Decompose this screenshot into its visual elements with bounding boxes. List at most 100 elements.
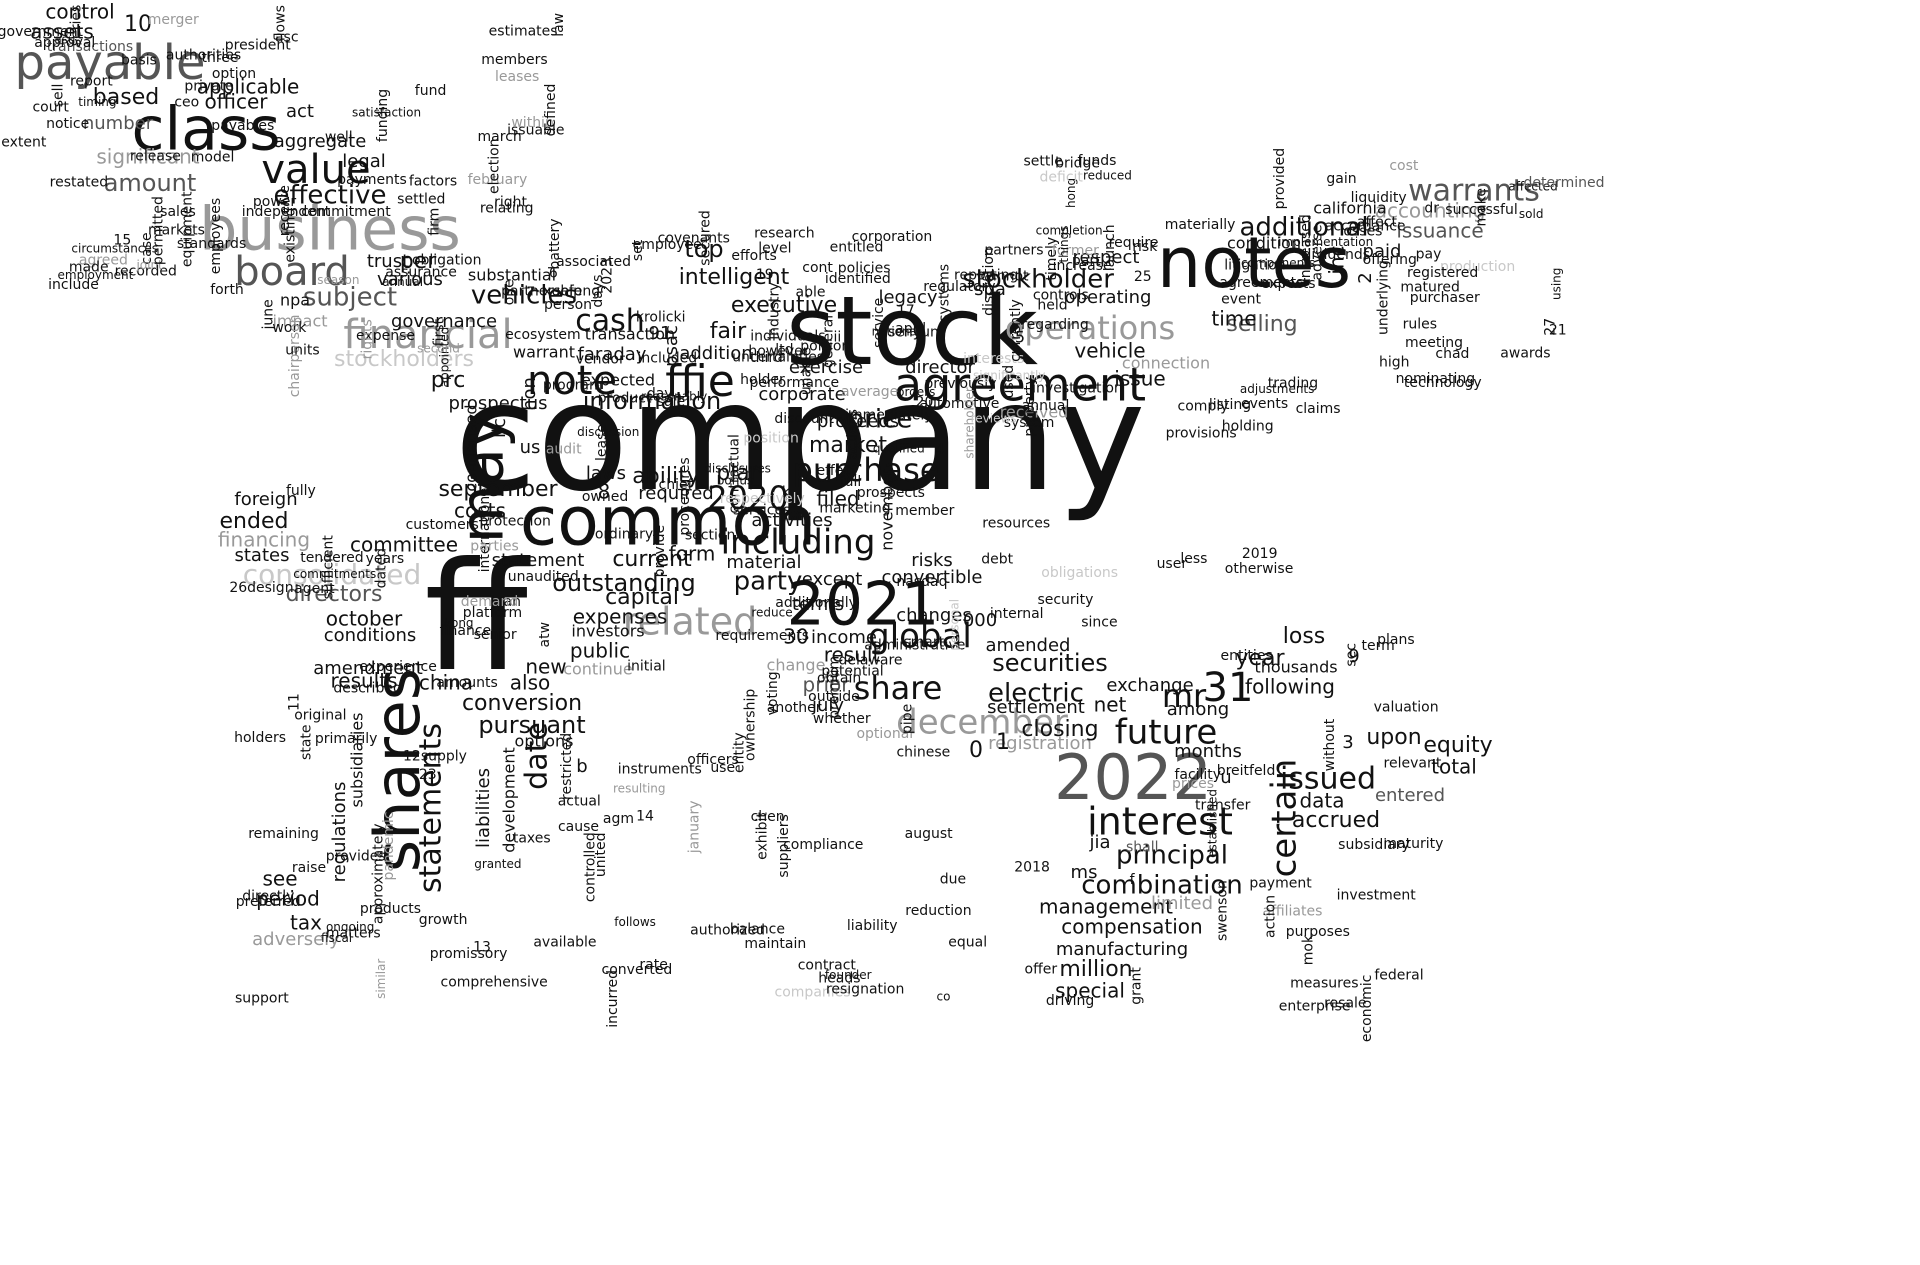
word-shares: shares bbox=[361, 668, 434, 872]
word-91: 91 bbox=[649, 323, 672, 344]
word-fiscal: fiscal bbox=[321, 931, 352, 945]
word-compensation: compensation bbox=[1061, 915, 1202, 939]
word-converted: converted bbox=[602, 962, 673, 978]
word-grant: grant bbox=[1128, 967, 1144, 1005]
word-amounts: amounts bbox=[436, 675, 497, 691]
word-dated: dated bbox=[373, 548, 389, 588]
word-2018: 2018 bbox=[1014, 859, 1050, 875]
word-fair: fair bbox=[710, 319, 747, 344]
word-matters: matters bbox=[326, 926, 381, 942]
word-industry: industry bbox=[767, 282, 783, 339]
word-audit: audit bbox=[546, 441, 582, 457]
word-agreements: agreements bbox=[1219, 275, 1303, 291]
word-effective: effective bbox=[273, 181, 386, 211]
word-timely: timely bbox=[1044, 237, 1060, 281]
word-loss: loss bbox=[1283, 624, 1326, 649]
word-cash: cash bbox=[575, 304, 645, 339]
word-services: services bbox=[733, 502, 790, 518]
word-maintain: maintain bbox=[744, 936, 806, 952]
word-financial: financial bbox=[343, 312, 512, 358]
word-previously: previously bbox=[924, 376, 996, 392]
word-among: among bbox=[1167, 699, 1229, 720]
word-date: date bbox=[520, 722, 555, 790]
word-compliance: compliance bbox=[783, 837, 863, 853]
word-authorities: authorities bbox=[166, 48, 241, 64]
word-krolicki: krolicki bbox=[636, 309, 686, 325]
word-shall: shall bbox=[1126, 839, 1159, 855]
word-september: september bbox=[438, 477, 558, 502]
word-accounting: accounting bbox=[1375, 199, 1486, 223]
word-settlement: settlement bbox=[987, 697, 1085, 718]
word-funds: funds bbox=[1078, 153, 1117, 169]
word-product: product bbox=[598, 391, 652, 407]
word-ceo: ceo bbox=[174, 95, 199, 111]
word-debt: debt bbox=[981, 551, 1013, 567]
word-ms: ms bbox=[1071, 862, 1098, 883]
word-asc: asc bbox=[275, 30, 299, 46]
word-average: average bbox=[841, 384, 898, 400]
word-b: b bbox=[576, 756, 587, 777]
word-prc: prc bbox=[431, 368, 466, 393]
word-officers: officers bbox=[687, 752, 738, 768]
word-management: management bbox=[1039, 895, 1173, 919]
word-future: future bbox=[1115, 713, 1218, 753]
word-faraday: faraday bbox=[578, 344, 647, 365]
word-sell: sell bbox=[50, 84, 66, 108]
word-november: november bbox=[878, 469, 897, 551]
word-merger: merger bbox=[148, 12, 199, 28]
word-court: court bbox=[32, 99, 69, 115]
word-listing: listing bbox=[1209, 397, 1251, 413]
word-circumstances: circumstances bbox=[71, 242, 158, 256]
word-liquidity: liquidity bbox=[1351, 190, 1407, 206]
word-condensed: condensed bbox=[462, 404, 481, 491]
word-equity: equity bbox=[1423, 733, 1492, 758]
word-certain: certain bbox=[1265, 759, 1305, 878]
word-december: december bbox=[896, 703, 1068, 743]
word-rights: rights bbox=[359, 319, 375, 359]
word-plans: plans bbox=[1377, 632, 1415, 648]
word-high: high bbox=[1379, 354, 1410, 370]
word-reporting: reporting bbox=[954, 267, 1018, 283]
word-25: 25 bbox=[1134, 269, 1152, 285]
word-affect: affect bbox=[1357, 215, 1398, 231]
word-approximately: approximately bbox=[370, 824, 386, 925]
word-warrant: warrant bbox=[513, 343, 575, 362]
word-significant: significant bbox=[96, 145, 199, 169]
word-property: property bbox=[1022, 377, 1038, 437]
word-discretion: discretion bbox=[981, 247, 997, 316]
word-atw: atw bbox=[537, 622, 553, 648]
word-general: general bbox=[820, 315, 836, 368]
word-ii: ii bbox=[834, 329, 842, 345]
word-26design: 26design bbox=[229, 580, 293, 596]
word-offering: offering bbox=[1363, 252, 1417, 268]
word-entitled: entitled bbox=[830, 239, 884, 255]
word-comprehensive: comprehensive bbox=[441, 975, 548, 991]
word-increase: increase bbox=[1053, 258, 1112, 274]
word-total: total bbox=[1431, 755, 1477, 779]
word-controlled: controlled bbox=[582, 832, 598, 902]
word-jia: jia bbox=[1088, 832, 1110, 853]
word-kong: kong bbox=[444, 616, 473, 630]
word-manufacturing: manufacturing bbox=[1056, 939, 1188, 960]
word-release: release bbox=[130, 149, 181, 165]
word-action: action bbox=[1262, 895, 1278, 938]
word-season: season bbox=[317, 273, 359, 287]
word-risks: risks bbox=[911, 550, 953, 571]
word-dividends: dividends bbox=[1303, 247, 1371, 263]
word-uncertainties: uncertainties bbox=[732, 349, 824, 365]
word-regulatory: regulatory bbox=[923, 279, 995, 295]
word-discussion: discussion bbox=[577, 425, 639, 439]
word-awards: awards bbox=[1500, 345, 1550, 361]
word-annual: annual bbox=[1022, 398, 1070, 414]
word-unable: unable bbox=[799, 347, 815, 395]
word-consolidated: consolidated bbox=[243, 558, 421, 591]
word-development: development bbox=[500, 747, 519, 853]
word-2021: 2021 bbox=[787, 570, 940, 640]
word-model: model bbox=[191, 149, 235, 165]
word-upon: upon bbox=[1366, 725, 1421, 750]
word-affected: affected bbox=[1508, 180, 1557, 194]
word-similar: similar bbox=[374, 959, 388, 999]
word-ffie: ffie bbox=[665, 356, 735, 407]
word-0: 0 bbox=[969, 738, 983, 763]
word-included: included bbox=[638, 351, 698, 367]
